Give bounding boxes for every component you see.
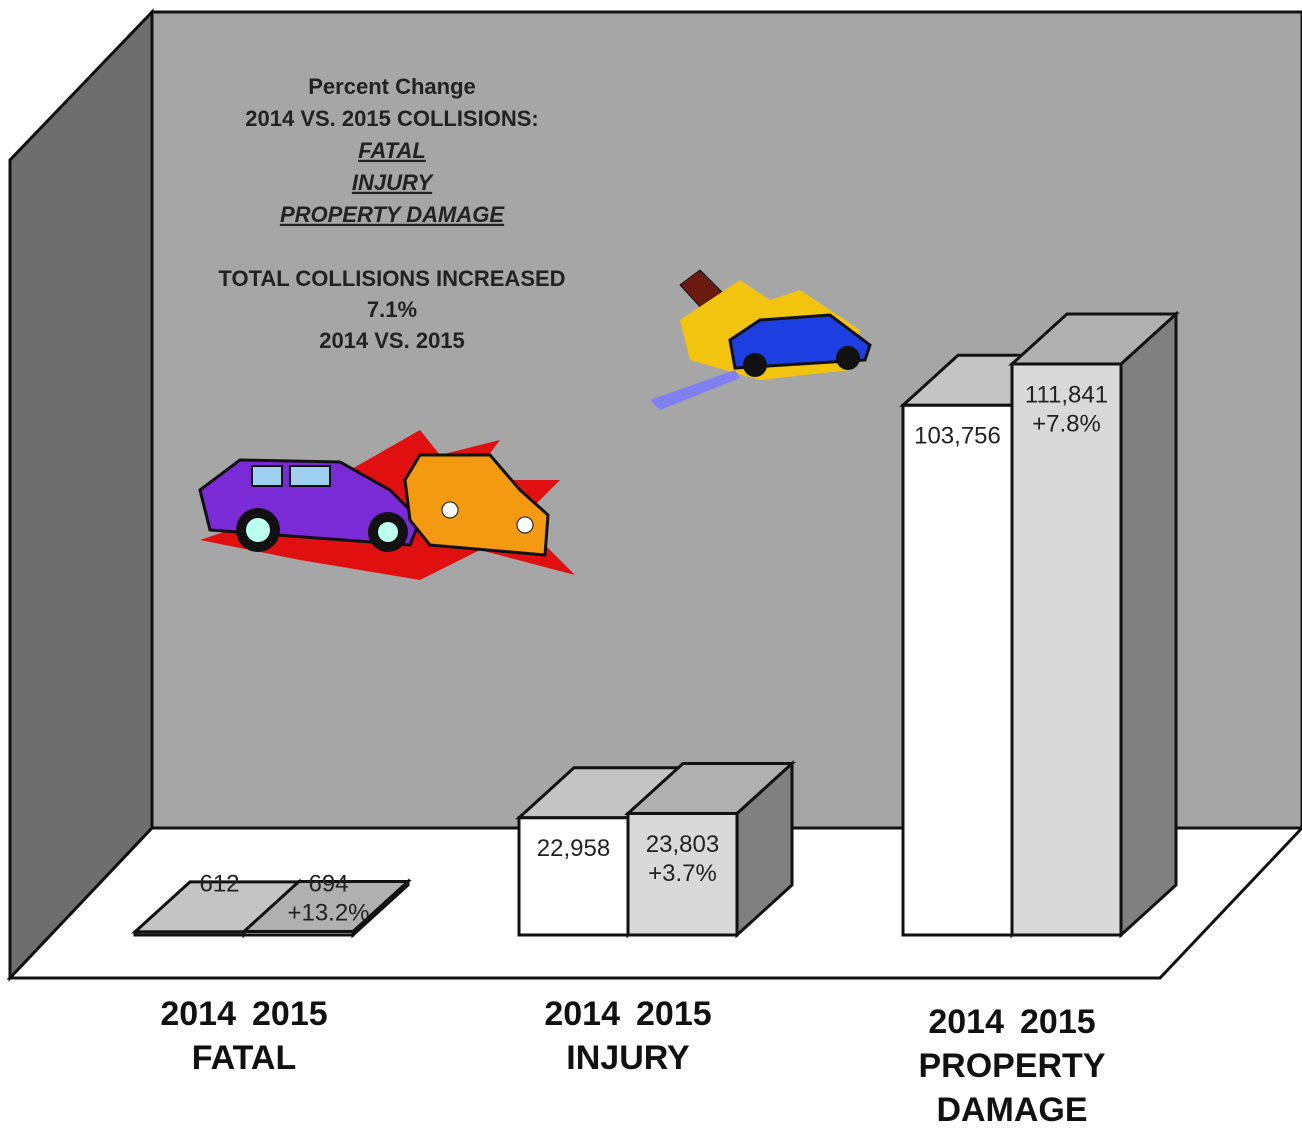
x-group-label: 2014 2015 PROPERTY DAMAGE <box>882 1000 1142 1132</box>
series-labels: 2014 2015 <box>882 1000 1142 1044</box>
side-wall <box>8 8 154 982</box>
series-label: 2014 <box>928 1003 1004 1041</box>
bar-front <box>517 816 630 937</box>
series-label: 2015 <box>636 995 712 1033</box>
bar <box>240 878 412 939</box>
category-label: FATAL <box>191 1039 297 1077</box>
change-label: +3.7% <box>648 860 717 887</box>
title-line: Percent Change <box>308 74 476 99</box>
series-label: 2015 <box>252 995 328 1033</box>
category-label: INJURY <box>566 1039 690 1077</box>
bar-front <box>133 930 246 937</box>
annotation-line: 7.1% <box>367 297 417 322</box>
bar <box>1008 310 1180 939</box>
value-label: 23,803 <box>646 831 719 858</box>
bars <box>131 310 1180 939</box>
bar-front <box>626 811 739 937</box>
bar-front <box>1010 362 1123 937</box>
value-label: 612 <box>199 870 239 897</box>
change-label: +7.8% <box>1032 410 1101 437</box>
value-label: 103,756 <box>914 423 1001 450</box>
annotation-line: 2014 VS. 2015 <box>319 328 465 353</box>
series-label: 2014 <box>160 995 236 1033</box>
title-line: 2014 VS. 2015 COLLISIONS: <box>245 106 538 131</box>
subtitle-item: INJURY <box>352 170 435 195</box>
crash-clipart <box>198 269 872 580</box>
bar-front <box>901 403 1014 937</box>
subtitle-item: PROPERTY DAMAGE <box>280 202 505 227</box>
subtitle-item: FATAL <box>358 138 426 163</box>
series-label: 2014 <box>544 995 620 1033</box>
bar-side <box>1119 310 1178 939</box>
series-labels: 2014 2015 <box>498 992 758 1036</box>
x-group-label: 2014 2015 FATAL <box>114 992 374 1080</box>
change-label: +13.2% <box>287 899 369 926</box>
series-label: 2015 <box>1020 1003 1096 1041</box>
bar-front <box>242 929 355 937</box>
value-label: 111,841 <box>1025 381 1108 408</box>
series-labels: 2014 2015 <box>114 992 374 1036</box>
value-label: 694 <box>308 870 348 897</box>
x-group-label: 2014 2015 INJURY <box>498 992 758 1080</box>
annotation-line: TOTAL COLLISIONS INCREASED <box>218 266 565 291</box>
bar <box>624 760 796 939</box>
value-label: 22,958 <box>537 835 610 862</box>
